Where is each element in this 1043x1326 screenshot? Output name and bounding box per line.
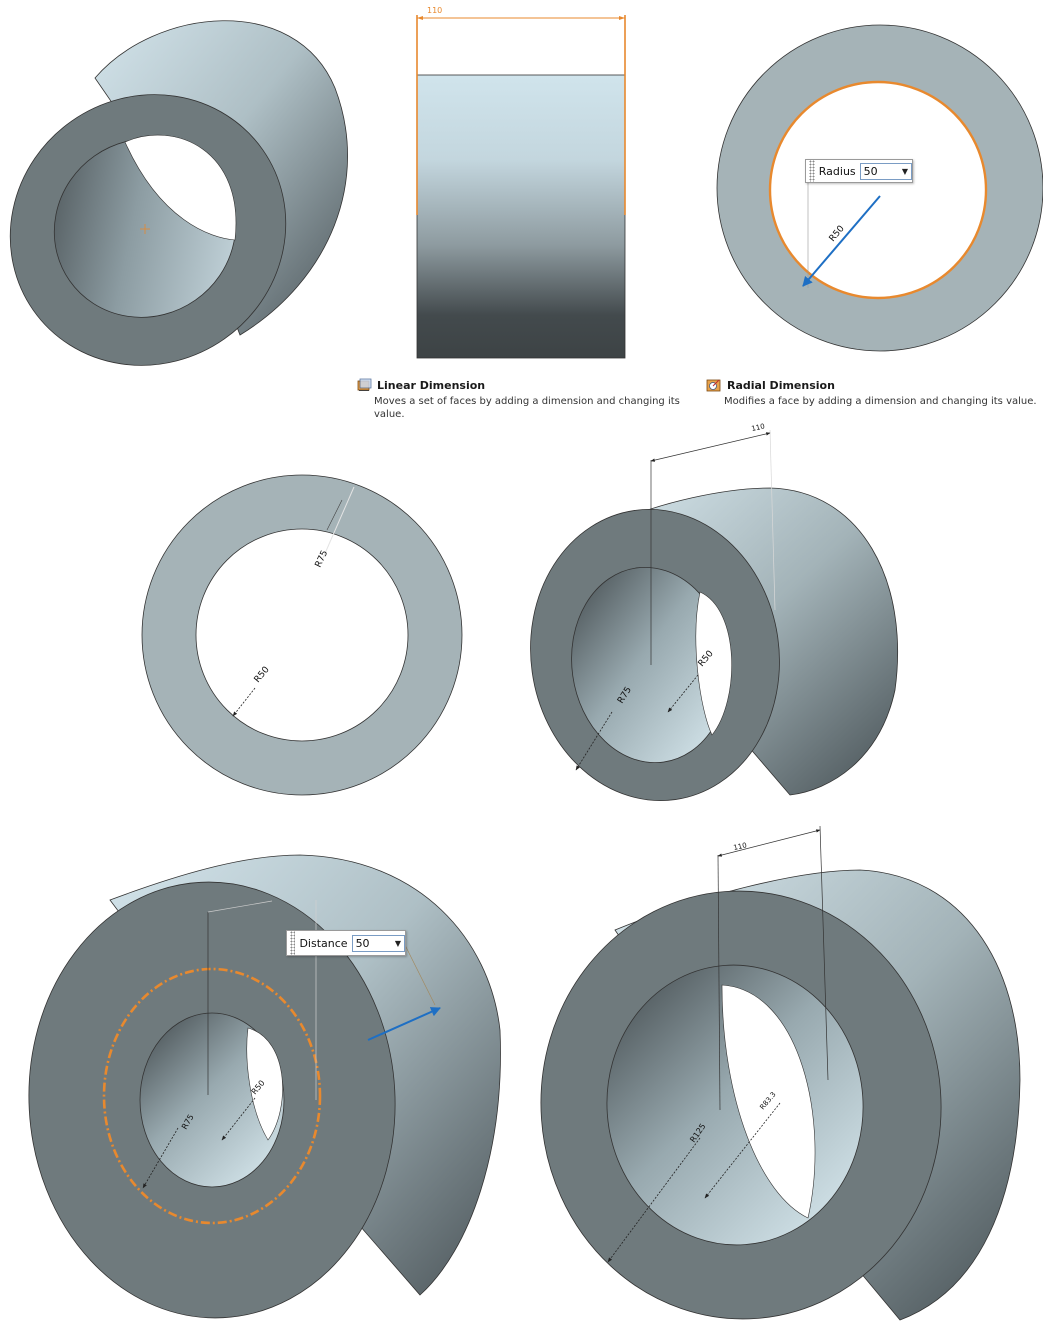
- distance-box-grip[interactable]: [290, 931, 296, 955]
- ring-front-inner: [195, 528, 409, 742]
- linear-dimension-label: Linear Dimension: [377, 378, 486, 392]
- tube-side-view: 110: [416, 6, 626, 359]
- radial-dimension-label: Radial Dimension: [727, 378, 835, 392]
- linear-dim-label: 110: [427, 6, 442, 15]
- ring-iso-length-label: 110: [751, 422, 766, 433]
- ring-bore-highlight: [768, 80, 988, 300]
- distance-input-box[interactable]: Distance 50 ▼: [286, 930, 406, 956]
- radius-input-box[interactable]: Radius 50 ▼: [805, 159, 913, 183]
- origin-marker: [140, 224, 150, 234]
- radius-label: Radius: [818, 164, 856, 178]
- radial-dimension-icon: [706, 378, 722, 392]
- ring-radial-view: R50: [716, 24, 1043, 352]
- ring-result: 110 R125 R83.3: [540, 825, 1021, 1321]
- tube-iso-small: [9, 20, 348, 366]
- ring-iso-bore-opening: [695, 591, 732, 736]
- distance-arrow: [367, 1007, 441, 1041]
- ring-result-bore-opening: [721, 984, 816, 1219]
- ring-distance-edit: R75 R50: [28, 854, 501, 1319]
- radius-value[interactable]: 50: [863, 164, 878, 178]
- distance-value[interactable]: 50: [355, 936, 370, 950]
- ring-result-length-label: 110: [733, 841, 748, 852]
- radial-dimension-desc: Modifies a face by adding a dimension an…: [724, 396, 1037, 407]
- linear-dimension-tooltip: Linear Dimension Moves a set of faces by…: [356, 378, 686, 421]
- ring-front-view: R75 R50: [141, 474, 463, 796]
- ring-iso-dimensioned: 110 R75 R50: [530, 422, 899, 802]
- linear-dimension-title: Linear Dimension: [356, 378, 686, 392]
- distance-dropdown-icon[interactable]: ▼: [394, 938, 401, 948]
- distance-value-field[interactable]: 50 ▼: [351, 934, 405, 952]
- linear-dimension-desc: Moves a set of faces by adding a dimensi…: [374, 396, 680, 420]
- distance-label: Distance: [299, 936, 348, 950]
- radius-dropdown-icon[interactable]: ▼: [901, 166, 908, 176]
- tube-side-profile: [416, 74, 626, 359]
- radius-box-grip[interactable]: [809, 160, 815, 182]
- tube-bore-opening: [124, 134, 237, 241]
- radial-dimension-tooltip: Radial Dimension Modifies a face by addi…: [706, 378, 1041, 408]
- ring-large-bore-opening: [246, 1027, 283, 1141]
- radial-dimension-title: Radial Dimension: [706, 378, 1041, 392]
- ring-large-edit-circle: [102, 967, 322, 1225]
- linear-dimension-icon: [356, 378, 372, 392]
- radial-arrow: [802, 195, 881, 287]
- radius-value-field[interactable]: 50 ▼: [859, 162, 912, 180]
